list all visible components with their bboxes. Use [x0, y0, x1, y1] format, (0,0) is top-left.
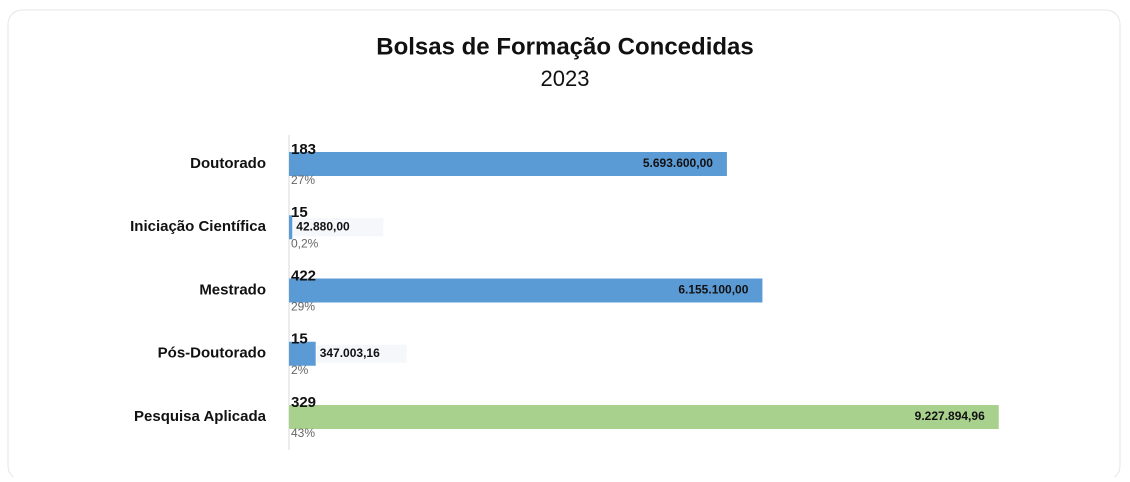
percentage-label: 2%	[291, 363, 309, 377]
value-label: 347.003,16	[320, 346, 380, 360]
percentage-label: 43%	[291, 426, 315, 440]
value-label: 5.693.600,00	[643, 156, 713, 170]
category-label: Doutorado	[190, 155, 266, 172]
category-label: Mestrado	[199, 281, 266, 298]
percentage-label: 29%	[291, 300, 315, 314]
category-label: Pós-Doutorado	[158, 345, 266, 362]
count-label: 422	[291, 267, 316, 284]
chart-subtitle: 2023	[541, 66, 590, 91]
count-label: 15	[291, 331, 308, 348]
category-label: Pesquisa Aplicada	[134, 408, 267, 425]
value-label-bg	[316, 344, 407, 363]
count-label: 329	[291, 394, 316, 411]
bar	[289, 341, 316, 366]
value-label: 9.227.894,96	[915, 409, 985, 423]
value-label: 6.155.100,00	[678, 283, 748, 297]
percentage-label: 27%	[291, 173, 315, 187]
count-label: 15	[291, 204, 308, 221]
bar	[289, 405, 999, 429]
value-label: 42.880,00	[296, 219, 350, 233]
chart-title: Bolsas de Formação Concedidas	[376, 33, 753, 60]
bar	[289, 215, 293, 240]
bar	[289, 278, 763, 303]
bar	[289, 152, 727, 176]
count-label: 183	[291, 141, 316, 158]
category-label: Iniciação Científica	[130, 218, 267, 235]
percentage-label: 0,2%	[291, 236, 319, 250]
value-label-bg	[293, 218, 384, 237]
